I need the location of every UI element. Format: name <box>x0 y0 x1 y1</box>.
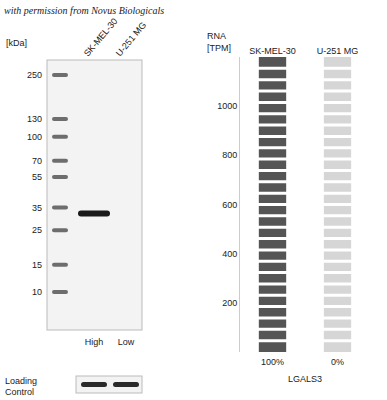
svg-text:70: 70 <box>32 156 42 166</box>
svg-text:High: High <box>85 337 104 347</box>
svg-text:250: 250 <box>27 70 42 80</box>
svg-text:200: 200 <box>222 298 237 308</box>
svg-text:35: 35 <box>32 203 42 213</box>
svg-text:400: 400 <box>222 249 237 259</box>
svg-text:Low: Low <box>118 337 135 347</box>
svg-text:55: 55 <box>32 172 42 182</box>
svg-text:130: 130 <box>27 114 42 124</box>
svg-text:100%: 100% <box>261 357 284 367</box>
svg-text:RNA[TPM]: RNA[TPM] <box>207 31 231 53</box>
svg-text:Control: Control <box>5 387 34 397</box>
svg-text:with permission from Novus Bio: with permission from Novus Biologicals <box>4 5 164 16</box>
svg-text:10: 10 <box>32 287 42 297</box>
svg-text:600: 600 <box>222 200 237 210</box>
svg-text:100: 100 <box>27 132 42 142</box>
svg-text:LGALS3: LGALS3 <box>288 374 322 384</box>
svg-text:Loading: Loading <box>5 376 37 386</box>
svg-text:U-251 MG: U-251 MG <box>317 46 359 56</box>
svg-text:0%: 0% <box>331 357 344 367</box>
svg-text:15: 15 <box>32 260 42 270</box>
svg-text:U-251 MG: U-251 MG <box>114 20 148 58</box>
svg-text:800: 800 <box>222 150 237 160</box>
svg-text:[kDa]: [kDa] <box>6 38 27 48</box>
svg-text:1000: 1000 <box>217 101 237 111</box>
svg-text:SK-MEL-30: SK-MEL-30 <box>81 16 120 59</box>
svg-text:SK-MEL-30: SK-MEL-30 <box>249 46 296 56</box>
svg-text:25: 25 <box>32 225 42 235</box>
